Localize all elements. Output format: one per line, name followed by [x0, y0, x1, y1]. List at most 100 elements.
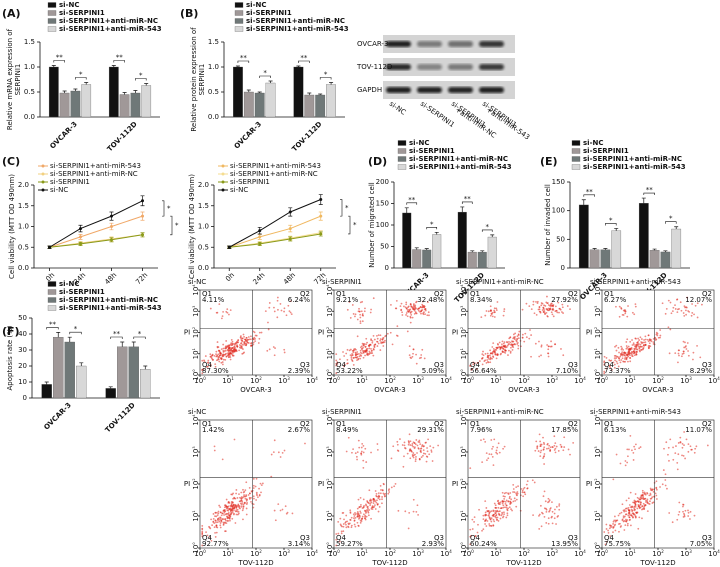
event-dot [243, 502, 246, 505]
event-dot [376, 337, 379, 340]
event-dot [219, 511, 222, 514]
event-dot [354, 352, 357, 355]
quadrant-label: Q4 [604, 534, 615, 542]
tick-base: 10 [194, 377, 203, 385]
event-dot [640, 341, 642, 343]
tick-exponent: 0 [605, 549, 608, 554]
tick-exponent: 0 [326, 369, 330, 371]
event-dot [421, 348, 424, 351]
event-dot [213, 526, 216, 529]
event-dot [253, 336, 256, 339]
event-dot [638, 339, 641, 341]
tick-base: 10 [460, 329, 468, 338]
event-dot [238, 493, 240, 496]
event-dot [691, 312, 694, 314]
event-dot [495, 449, 498, 452]
event-dot [224, 510, 227, 513]
tick-base: 10 [326, 287, 334, 296]
tick-exponent: 1 [365, 376, 368, 381]
event-dot [283, 307, 286, 310]
event-dot [540, 525, 543, 528]
event-dot [687, 511, 690, 514]
event-dot [642, 347, 645, 350]
y-tick-label: 20 [18, 362, 27, 370]
event-dot [631, 354, 633, 357]
event-dot [372, 498, 375, 501]
event-dot [233, 438, 236, 441]
event-dot [362, 350, 365, 352]
plot-title: si-SERPINI1 [322, 408, 362, 416]
legend-label: si-SERPINI1+anti-miR-543 [583, 163, 686, 171]
event-dot [350, 516, 353, 519]
event-dot [279, 456, 282, 458]
event-dot [223, 509, 226, 512]
event-dot [567, 448, 570, 451]
significance-label: ** [113, 330, 121, 338]
event-dot [689, 518, 691, 520]
event-dot [383, 341, 386, 344]
event-dot [526, 480, 529, 482]
event-dot [335, 353, 338, 356]
event-dot [490, 453, 493, 456]
x-axis-label: TOV-112D [505, 559, 541, 567]
point [141, 214, 144, 218]
event-dot [380, 489, 382, 491]
event-dot [530, 308, 533, 311]
tick-exponent: 4 [326, 414, 330, 417]
event-dot [548, 444, 551, 447]
event-dot [624, 360, 627, 363]
event-dot [507, 500, 510, 503]
blot-band [386, 64, 411, 70]
event-dot [225, 347, 228, 349]
event-dot [246, 341, 249, 344]
tick-exponent: 0 [594, 542, 598, 544]
event-dot [384, 335, 387, 338]
event-dot [228, 344, 231, 347]
event-dot [230, 503, 233, 506]
event-dot [201, 525, 204, 527]
point [288, 210, 292, 214]
x-tick-label: 104 [574, 376, 586, 385]
tick-base: 10 [326, 350, 334, 359]
event-dot [340, 524, 343, 527]
tick-base: 10 [546, 550, 555, 558]
event-dot [604, 543, 607, 546]
event-dot [646, 510, 649, 513]
event-dot [641, 489, 644, 492]
tick-base: 10 [412, 550, 421, 558]
event-dot [652, 337, 655, 340]
y-tick-label: 104 [192, 284, 200, 296]
event-dot [237, 512, 240, 515]
blot-band [448, 41, 473, 47]
event-dot [386, 332, 389, 335]
event-dot [639, 506, 642, 509]
event-dot [219, 352, 222, 355]
event-dot [492, 510, 495, 513]
event-dot [487, 514, 490, 517]
event-dot [630, 352, 633, 355]
event-dot [648, 339, 651, 341]
y-tick-label: 0.0 [198, 264, 209, 272]
event-dot [367, 510, 369, 513]
event-dot [655, 494, 658, 497]
event-dot [674, 308, 677, 310]
quadrant-percent: 59.27% [336, 540, 363, 548]
event-dot [217, 512, 220, 515]
event-dot [266, 349, 269, 352]
event-dot [390, 457, 393, 460]
event-dot [214, 511, 217, 514]
event-dot [687, 350, 689, 352]
event-dot [683, 431, 686, 433]
event-dot [376, 340, 379, 343]
quadrant-percent: 8.29% [690, 367, 713, 375]
event-dot [415, 456, 417, 458]
event-dot [681, 454, 683, 457]
event-dot [505, 499, 508, 502]
event-dot [509, 341, 512, 344]
y-axis-label: Cell viability (MTT OD 490nm) [8, 174, 16, 279]
event-dot [517, 342, 519, 344]
event-dot [274, 519, 277, 522]
x-tick-label: 103 [278, 549, 290, 558]
event-dot [229, 349, 231, 352]
significance-label: * [485, 223, 489, 231]
